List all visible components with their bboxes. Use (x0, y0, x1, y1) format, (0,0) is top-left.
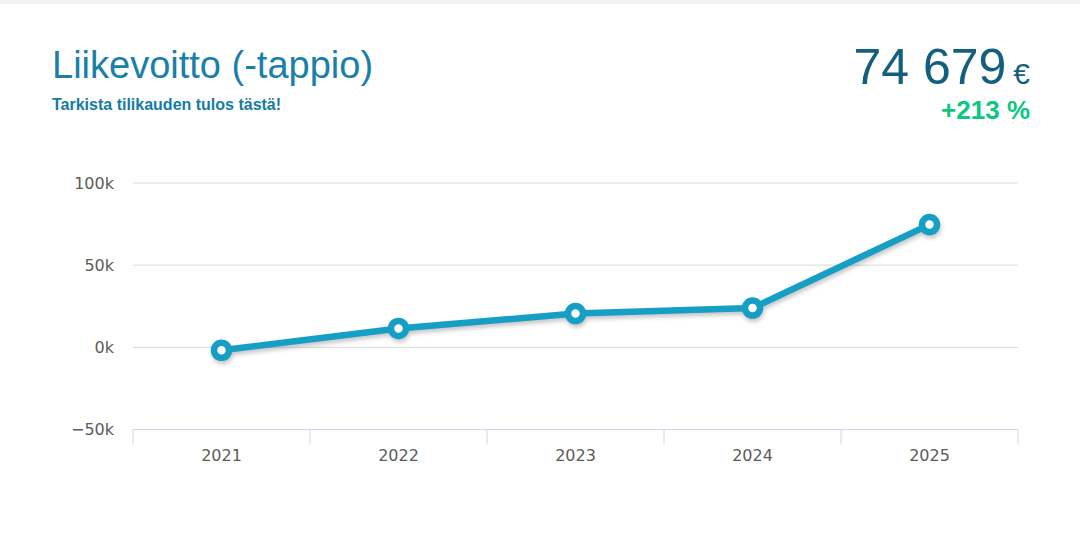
x-tick-label: 2024 (732, 446, 773, 465)
series-liikevoitto (214, 217, 937, 358)
profit-amount: 74 679 (853, 39, 1006, 95)
y-tick-label: 100k (74, 174, 115, 193)
widget-kpi: 74 679€ +213 % (853, 44, 1030, 123)
y-tick-label: −50k (71, 420, 115, 439)
data-point-2024[interactable] (745, 301, 760, 316)
widget-header: Liikevoitto (-tappio) Tarkista tilikaude… (52, 44, 373, 114)
widget-subtitle: Tarkista tilikauden tulos tästä! (52, 96, 373, 114)
x-tick-label: 2023 (555, 446, 596, 465)
series-line (222, 225, 930, 351)
change-percent: +213 % (853, 97, 1030, 123)
currency-symbol: € (1006, 57, 1030, 90)
profit-widget: 100k 50k 0k −50k 2021 2022 2023 2024 2025 Liikev… (0, 0, 1080, 554)
data-point-2023[interactable] (568, 306, 583, 321)
data-point-2022[interactable] (391, 321, 406, 336)
y-tick-label: 0k (95, 338, 115, 357)
x-tick-label: 2025 (909, 446, 950, 465)
data-point-2025[interactable] (922, 217, 937, 232)
y-tick-label: 50k (84, 256, 114, 275)
widget-title: Liikevoitto (-tappio) (52, 44, 373, 87)
x-tick-label: 2022 (378, 446, 419, 465)
profit-value: 74 679€ (853, 44, 1030, 90)
data-point-2021[interactable] (214, 343, 229, 358)
x-tick-label: 2021 (201, 446, 242, 465)
